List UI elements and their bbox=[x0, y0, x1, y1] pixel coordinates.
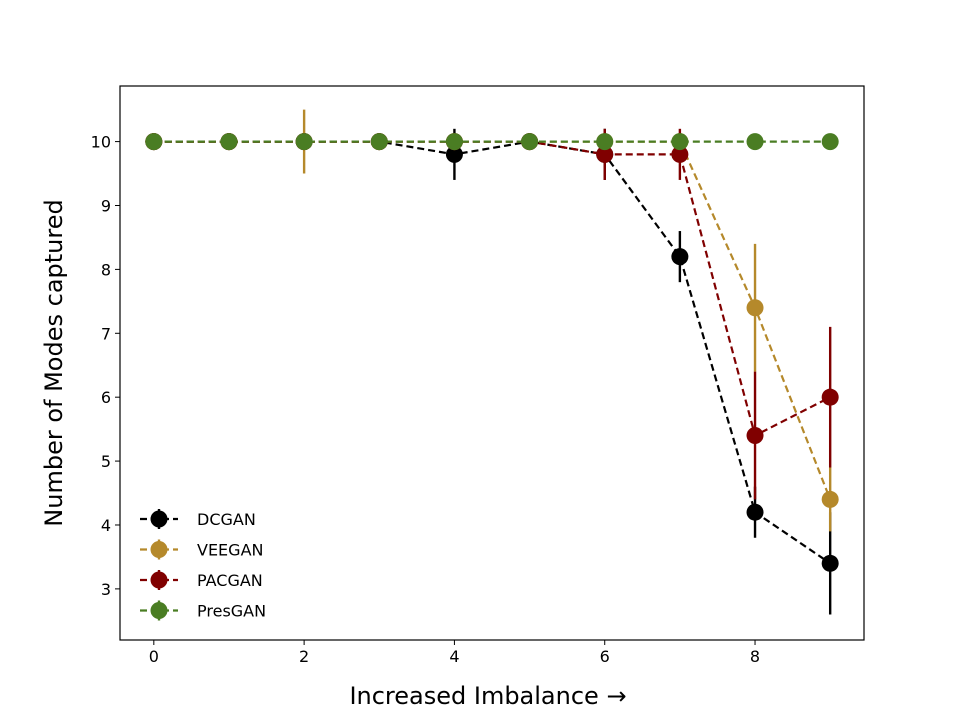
data-point bbox=[596, 133, 614, 151]
data-point bbox=[295, 133, 313, 151]
x-tick-label: 0 bbox=[149, 647, 159, 666]
legend: DCGAN VEEGAN PACGAN PresGAN bbox=[140, 509, 266, 621]
data-point bbox=[145, 133, 163, 151]
legend-item-pacgan: PACGAN bbox=[140, 570, 263, 590]
data-point bbox=[671, 133, 689, 151]
legend-label: PresGAN bbox=[197, 602, 266, 621]
legend-label: VEEGAN bbox=[197, 541, 263, 560]
x-tick-label: 6 bbox=[600, 647, 610, 666]
y-tick-label: 3 bbox=[101, 580, 111, 599]
series-line bbox=[153, 140, 831, 565]
legend-item-dcgan: DCGAN bbox=[140, 509, 256, 529]
x-tick-label: 2 bbox=[299, 647, 309, 666]
series-line bbox=[153, 140, 831, 438]
data-point bbox=[746, 427, 764, 445]
y-tick-label: 8 bbox=[101, 260, 111, 279]
data-point bbox=[821, 133, 839, 151]
data-point bbox=[671, 145, 689, 163]
y-tick-label: 6 bbox=[101, 388, 111, 407]
x-tick-label: 4 bbox=[449, 647, 459, 666]
y-tick-label: 7 bbox=[101, 324, 111, 343]
legend-marker bbox=[150, 510, 168, 528]
data-point bbox=[746, 133, 764, 151]
data-point bbox=[821, 388, 839, 406]
series-presgan bbox=[145, 133, 839, 151]
y-tick-label: 10 bbox=[91, 133, 111, 152]
legend-item-veegan: VEEGAN bbox=[140, 539, 263, 560]
data-point bbox=[596, 145, 614, 163]
data-point bbox=[370, 133, 388, 151]
legend-label: PACGAN bbox=[197, 571, 263, 590]
data-point bbox=[445, 133, 463, 151]
x-tick-label: 8 bbox=[750, 647, 760, 666]
data-point bbox=[220, 133, 238, 151]
data-point bbox=[521, 133, 539, 151]
y-axis-title: Number of Modes captured bbox=[40, 199, 68, 526]
legend-marker bbox=[150, 571, 168, 589]
data-point bbox=[821, 554, 839, 572]
series-line bbox=[153, 140, 832, 500]
data-point bbox=[746, 503, 764, 521]
legend-item-presgan: PresGAN bbox=[140, 600, 266, 621]
series-veegan bbox=[145, 109, 839, 532]
y-tick-label: 9 bbox=[101, 196, 111, 215]
data-point bbox=[445, 145, 463, 163]
y-tick-label: 4 bbox=[101, 516, 111, 535]
data-point bbox=[746, 299, 764, 317]
legend-marker bbox=[150, 602, 168, 619]
legend-label: DCGAN bbox=[197, 510, 256, 529]
data-point bbox=[671, 248, 689, 266]
y-tick-label: 5 bbox=[101, 452, 111, 471]
legend-marker bbox=[150, 541, 168, 558]
x-axis-title: Increased Imbalance → bbox=[349, 682, 626, 710]
plot-frame bbox=[119, 85, 865, 641]
data-point bbox=[821, 490, 839, 508]
